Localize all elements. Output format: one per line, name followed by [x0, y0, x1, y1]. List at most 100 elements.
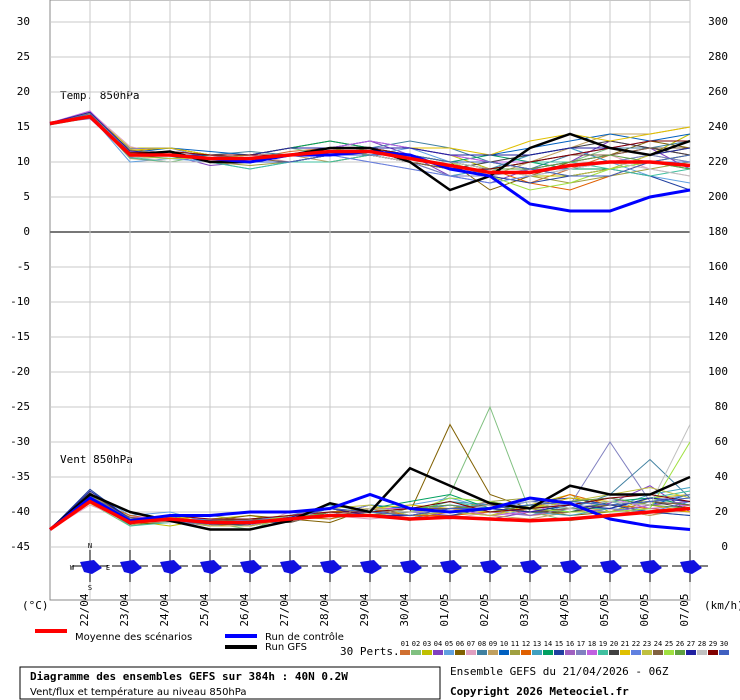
rose-shape — [680, 560, 702, 574]
y-tick-label: -35 — [10, 470, 30, 483]
wind-rose — [552, 550, 588, 582]
wind-rose — [192, 550, 228, 582]
y-tick-label: -30 — [10, 435, 30, 448]
legend-swatch — [565, 650, 575, 655]
wind-rose — [512, 550, 548, 582]
legend-swatch — [697, 650, 707, 655]
legend-label: 28 — [698, 640, 706, 648]
legend-label: Moyenne des scénarios — [75, 631, 192, 643]
x-tick-label: 03/05 — [518, 593, 531, 626]
y2-tick-label: 40 — [715, 470, 728, 483]
rose-shape — [360, 560, 382, 574]
y2-unit: (km/h) — [704, 599, 740, 612]
footer-subtitle: Vent/flux et température au niveau 850hP… — [30, 686, 246, 698]
y2-tick-label: 100 — [708, 365, 728, 378]
rose-shape — [520, 560, 542, 574]
wind-line — [48, 499, 691, 531]
legend-swatch — [433, 650, 443, 655]
legend-label: 16 — [566, 640, 574, 648]
legend-label: 29 — [709, 640, 717, 648]
legend-swatch — [708, 650, 718, 655]
x-tick-label: 01/05 — [438, 593, 451, 626]
legend-swatch — [400, 650, 410, 655]
y2-tick-label: 80 — [715, 400, 728, 413]
x-tick-label: 29/04 — [358, 593, 371, 626]
y2-tick-label: 280 — [708, 50, 728, 63]
x-tick-label: 28/04 — [318, 593, 331, 626]
y-tick-label: -25 — [10, 400, 30, 413]
y-tick-label: -40 — [10, 505, 30, 518]
legend-swatch — [631, 650, 641, 655]
rose-shape — [560, 560, 582, 574]
x-tick-label: 22/04 — [78, 593, 91, 626]
legend-label: 25 — [665, 640, 673, 648]
legend-label: 01 — [401, 640, 409, 648]
rose-shape — [200, 560, 222, 574]
legend-swatch — [664, 650, 674, 655]
legend-swatch — [576, 650, 586, 655]
legend-swatch — [620, 650, 630, 655]
y-tick-label: -45 — [10, 540, 30, 553]
x-tick-label: 25/04 — [198, 593, 211, 626]
y2-tick-label: 0 — [721, 540, 728, 553]
y2-tick-label: 240 — [708, 120, 728, 133]
legend-label: 12 — [522, 640, 530, 648]
legend-label: 26 — [676, 640, 684, 648]
legend-label: 13 — [533, 640, 541, 648]
legend-label: 17 — [577, 640, 585, 648]
wind-rose — [312, 550, 348, 582]
annotation: Temp. 850hPa — [60, 89, 139, 102]
x-tick-label: 30/04 — [398, 593, 411, 626]
legend-label: 10 — [500, 640, 508, 648]
rose-shape — [640, 560, 662, 574]
rose-shape — [400, 560, 422, 574]
y-tick-label: 10 — [17, 155, 30, 168]
compass-label: N — [88, 542, 92, 550]
legend-swatch — [532, 650, 542, 655]
footer-run: Ensemble GEFS du 21/04/2026 - 06Z — [450, 665, 669, 678]
x-tick-label: 27/04 — [278, 593, 291, 626]
rose-shape — [240, 560, 262, 574]
footer-copyright: Copyright 2026 Meteociel.fr — [450, 685, 629, 698]
y2-tick-label: 140 — [708, 295, 728, 308]
legend-label: 14 — [544, 640, 552, 648]
legend-label: 08 — [478, 640, 486, 648]
y2-tick-label: 200 — [708, 190, 728, 203]
legend-label: 03 — [423, 640, 431, 648]
legend-swatch — [455, 650, 465, 655]
y-tick-label: 15 — [17, 120, 30, 133]
wind-rose — [592, 550, 628, 582]
legend-label: 04 — [434, 640, 442, 648]
y-unit: (°C) — [22, 599, 49, 612]
y2-tick-label: 20 — [715, 505, 728, 518]
rose-shape — [120, 560, 142, 574]
legend-label: 11 — [511, 640, 519, 648]
legend-swatch — [466, 650, 476, 655]
legend-label: Run GFS — [265, 642, 307, 653]
footer-title: Diagramme des ensembles GEFS sur 384h : … — [30, 670, 348, 683]
legend-swatch — [642, 650, 652, 655]
x-tick-label: 02/05 — [478, 593, 491, 626]
legend-label: 19 — [599, 640, 607, 648]
legend-label: 20 — [610, 640, 618, 648]
wind-rose — [392, 550, 428, 582]
compass-label: E — [106, 564, 110, 572]
y-tick-label: -5 — [17, 260, 30, 273]
y-tick-label: 0 — [23, 225, 30, 238]
y-tick-label: 25 — [17, 50, 30, 63]
y2-tick-label: 120 — [708, 330, 728, 343]
legend-swatch — [488, 650, 498, 655]
legend-label: 18 — [588, 640, 596, 648]
legend-swatch — [587, 650, 597, 655]
rose-shape — [80, 560, 102, 574]
y2-tick-label: 180 — [708, 225, 728, 238]
compass-label: S — [88, 584, 92, 592]
rose-shape — [440, 560, 462, 574]
legend-label: 15 — [555, 640, 563, 648]
wind-rose — [232, 550, 268, 582]
legend-label: 09 — [489, 640, 497, 648]
legend-label: 21 — [621, 640, 629, 648]
legend-swatch — [521, 650, 531, 655]
wind-rose — [632, 550, 668, 582]
x-tick-label: 05/05 — [598, 593, 611, 626]
